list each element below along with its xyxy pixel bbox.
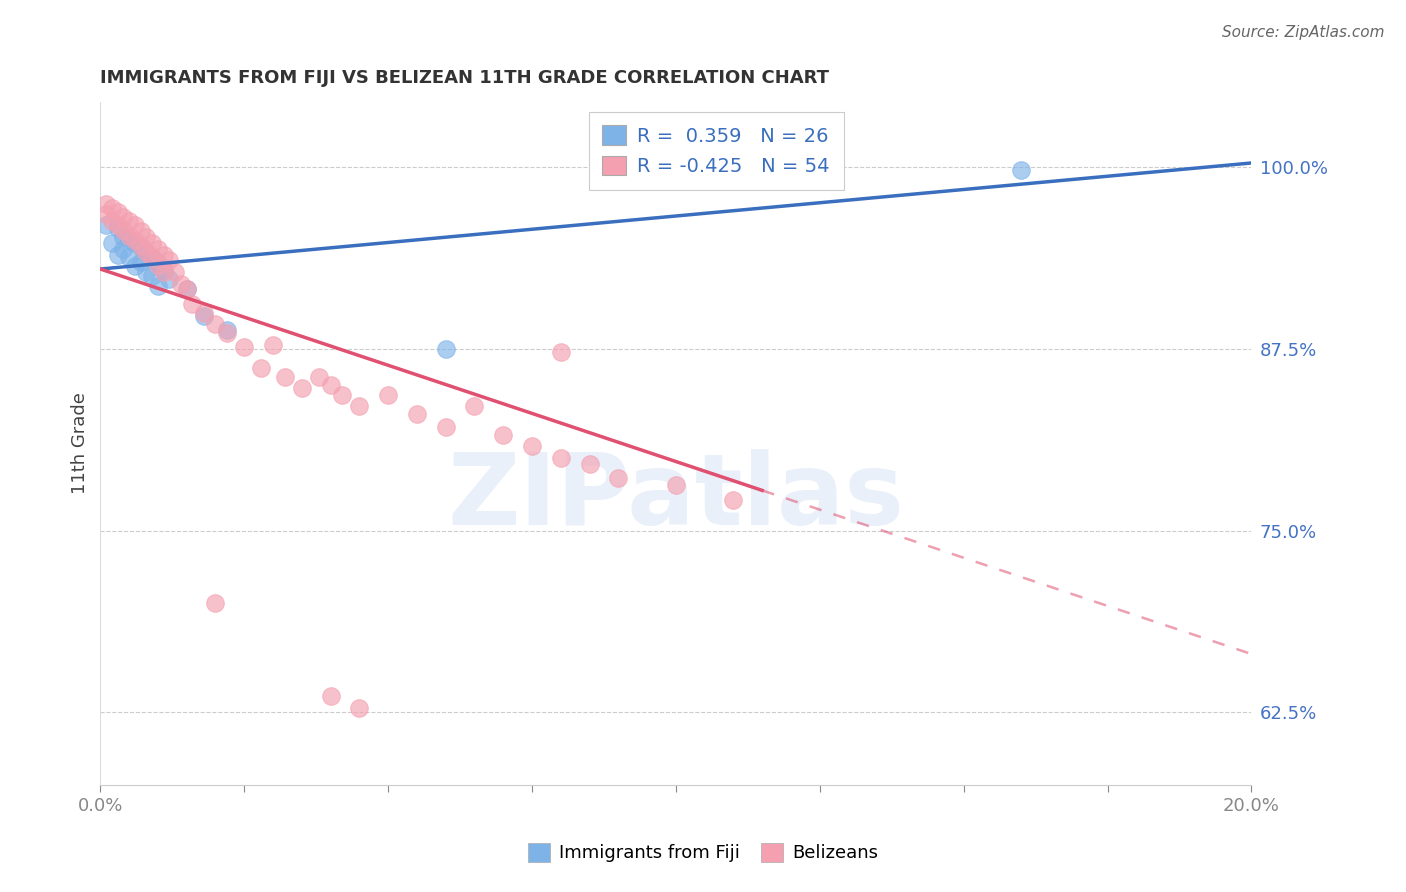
Point	[124, 233, 146, 247]
Point	[146, 242, 169, 256]
Point	[141, 235, 163, 250]
Point	[463, 399, 485, 413]
Point	[233, 341, 256, 355]
Point	[101, 201, 124, 215]
Text: IMMIGRANTS FROM FIJI VS BELIZEAN 11TH GRADE CORRELATION CHART: IMMIGRANTS FROM FIJI VS BELIZEAN 11TH GR…	[100, 69, 830, 87]
Point	[215, 323, 238, 337]
Point	[94, 219, 117, 233]
Legend: Immigrants from Fiji, Belizeans: Immigrants from Fiji, Belizeans	[520, 836, 886, 870]
Point	[434, 342, 457, 356]
Point	[193, 305, 215, 319]
Point	[157, 253, 180, 268]
Point	[107, 219, 129, 233]
Point	[578, 457, 600, 471]
Point	[118, 214, 141, 228]
Point	[141, 251, 163, 265]
Point	[319, 689, 342, 703]
Point	[170, 277, 193, 291]
Point	[129, 254, 152, 268]
Point	[165, 265, 187, 279]
Point	[1010, 163, 1032, 178]
Point	[176, 282, 198, 296]
Point	[135, 244, 157, 259]
Point	[141, 269, 163, 284]
Point	[550, 450, 572, 465]
Point	[118, 228, 141, 243]
Y-axis label: 11th Grade: 11th Grade	[72, 392, 89, 494]
Text: ZIPatlas: ZIPatlas	[447, 450, 904, 547]
Point	[157, 272, 180, 286]
Point	[124, 235, 146, 250]
Point	[204, 596, 226, 610]
Point	[135, 265, 157, 279]
Point	[146, 258, 169, 272]
Point	[330, 388, 353, 402]
Point	[349, 399, 371, 413]
Point	[146, 256, 169, 270]
Point	[291, 381, 314, 395]
Point	[107, 205, 129, 219]
Point	[118, 251, 141, 265]
Point	[112, 242, 135, 256]
Point	[112, 210, 135, 224]
Point	[607, 471, 630, 485]
Point	[135, 244, 157, 259]
Point	[129, 239, 152, 253]
Point	[146, 279, 169, 293]
Point	[94, 196, 117, 211]
Point	[101, 214, 124, 228]
Point	[665, 478, 688, 492]
Point	[129, 240, 152, 254]
Point	[215, 326, 238, 340]
Point	[319, 378, 342, 392]
Point	[262, 337, 284, 351]
Point	[135, 230, 157, 244]
Point	[107, 221, 129, 235]
Point	[112, 223, 135, 237]
Point	[406, 407, 429, 421]
Point	[377, 388, 399, 402]
Point	[492, 427, 515, 442]
Point	[107, 247, 129, 261]
Point	[176, 282, 198, 296]
Legend: R =  0.359   N = 26, R = -0.425   N = 54: R = 0.359 N = 26, R = -0.425 N = 54	[589, 112, 844, 190]
Point	[124, 259, 146, 273]
Point	[152, 265, 174, 279]
Point	[181, 297, 204, 311]
Point	[94, 207, 117, 221]
Point	[308, 369, 330, 384]
Point	[434, 420, 457, 434]
Point	[141, 251, 163, 265]
Point	[101, 235, 124, 250]
Point	[152, 263, 174, 277]
Point	[723, 493, 745, 508]
Point	[193, 309, 215, 323]
Point	[520, 439, 543, 453]
Point	[152, 247, 174, 261]
Text: Source: ZipAtlas.com: Source: ZipAtlas.com	[1222, 25, 1385, 40]
Point	[250, 360, 273, 375]
Point	[129, 224, 152, 238]
Point	[273, 369, 295, 384]
Point	[124, 219, 146, 233]
Point	[118, 233, 141, 247]
Point	[349, 700, 371, 714]
Point	[550, 344, 572, 359]
Point	[204, 317, 226, 331]
Point	[112, 230, 135, 244]
